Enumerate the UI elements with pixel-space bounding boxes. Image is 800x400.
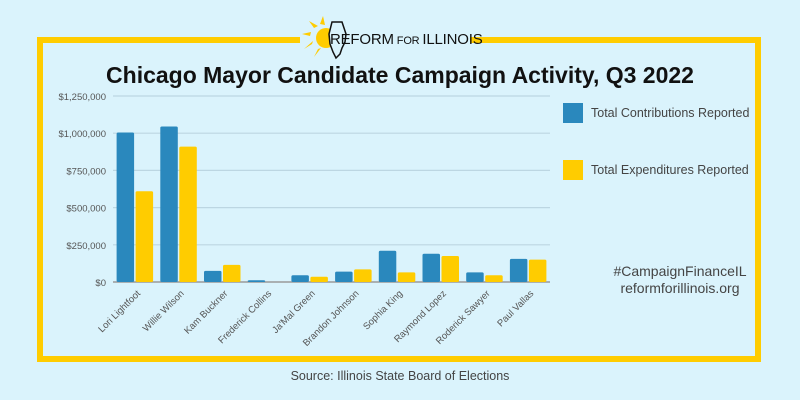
bar-contributions	[335, 271, 353, 282]
x-tick-label: Lori Lightfoot	[96, 288, 143, 335]
logo-main: REFORM	[330, 31, 394, 48]
legend-swatch-expenditures	[563, 160, 583, 180]
source-note: Source: Illinois State Board of Election…	[290, 369, 510, 383]
legend-swatch-contributions	[563, 103, 583, 123]
x-tick-label: Sophia King	[361, 288, 405, 332]
x-tick-label: Ja'Mal Green	[270, 288, 318, 336]
bar-contributions	[160, 126, 178, 282]
bar-expenditures	[223, 264, 241, 282]
x-tick-label: Kam Buckner	[182, 288, 230, 336]
x-tick-label: Paul Vallas	[495, 288, 536, 329]
sun-illinois-icon	[302, 16, 347, 60]
legend-expenditures: Total Expenditures Reported	[563, 160, 749, 180]
x-tick-label: Willie Wilson	[141, 288, 187, 334]
bar-contributions	[466, 272, 484, 282]
y-tick-label: $250,000	[66, 241, 106, 252]
y-tick-label: $0	[95, 278, 106, 289]
y-tick-label: $500,000	[66, 204, 106, 215]
y-tick-label: $1,000,000	[58, 129, 106, 140]
y-tick-label: $750,000	[66, 166, 106, 177]
bar-contributions	[422, 253, 440, 282]
y-axis-ticks: $0 $250,000 $500,000 $750,000 $1,000,000 $1,2…	[58, 92, 106, 289]
logo	[300, 14, 470, 60]
bar-contributions	[509, 258, 528, 282]
bar-expenditures	[485, 275, 503, 282]
bar-contributions	[247, 280, 266, 282]
logo-end: ILLINOIS	[422, 31, 483, 48]
bar-expenditures	[528, 259, 547, 282]
bar-expenditures	[310, 276, 328, 282]
legend-contributions: Total Contributions Reported	[563, 103, 749, 123]
bar-contributions	[378, 250, 397, 282]
legend-label-expenditures: Total Expenditures Reported	[591, 163, 749, 177]
gridlines	[113, 95, 550, 283]
chart-title: Chicago Mayor Candidate Campaign Activit…	[106, 62, 694, 88]
footer-tags: #CampaignFinanceIL reformforillinois.org	[580, 263, 780, 297]
logo-text: REFORM FOR ILLINOIS	[330, 31, 483, 48]
bar-expenditures	[441, 255, 459, 282]
logo-small: FOR	[396, 35, 420, 47]
bar-expenditures	[179, 146, 197, 282]
bar-expenditures	[397, 272, 416, 282]
y-tick-label: $1,250,000	[58, 92, 106, 103]
bar-contributions	[204, 270, 222, 282]
bar-expenditures	[135, 191, 154, 282]
bar-expenditures	[354, 269, 372, 282]
legend-label-contributions: Total Contributions Reported	[591, 106, 750, 120]
bars	[116, 126, 547, 282]
website-link[interactable]: reformforillinois.org	[620, 280, 740, 296]
hashtag: #CampaignFinanceIL	[613, 263, 747, 279]
bar-contributions	[291, 275, 309, 282]
bar-contributions	[116, 132, 135, 282]
